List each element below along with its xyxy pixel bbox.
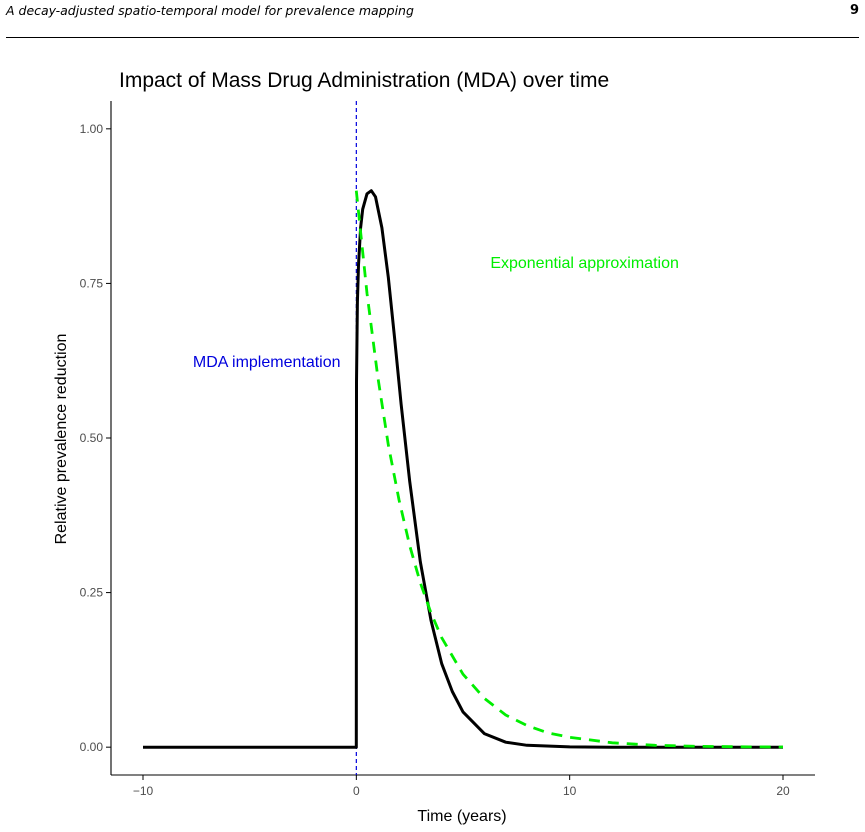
mda-implementation-label: MDA implementation	[193, 354, 341, 371]
y-tick-label: 0.00	[80, 740, 104, 754]
x-tick-label: −10	[133, 784, 154, 798]
running-head: A decay-adjusted spatio-temporal model f…	[6, 3, 859, 23]
y-tick-label: 1.00	[80, 122, 104, 136]
x-tick-label: 20	[776, 784, 790, 798]
y-tick-label: 0.50	[80, 431, 104, 445]
y-tick-label: 0.75	[80, 276, 104, 290]
exponential-approximation-label: Exponential approximation	[490, 255, 679, 272]
header-rule	[6, 37, 859, 38]
x-tick-label: 0	[353, 784, 360, 798]
chart-title: Impact of Mass Drug Administration (MDA)…	[119, 69, 609, 92]
running-title: A decay-adjusted spatio-temporal model f…	[6, 3, 414, 18]
y-axis-label: Relative prevalence reduction	[53, 334, 70, 545]
x-axis-label: Time (years)	[417, 808, 506, 825]
x-tick-label: 10	[563, 784, 577, 798]
annotation-layer: Exponential approximation MDA implementat…	[193, 255, 679, 371]
exponential-approximation-line	[354, 190, 784, 749]
y-tick-label: 0.25	[80, 586, 104, 600]
page-number: 9	[849, 3, 859, 18]
axes: 0.00 0.25 0.50 0.75 1.00 −10 0 10 20	[80, 101, 815, 798]
decay-curve-line	[143, 189, 783, 749]
series-layer	[143, 101, 784, 775]
